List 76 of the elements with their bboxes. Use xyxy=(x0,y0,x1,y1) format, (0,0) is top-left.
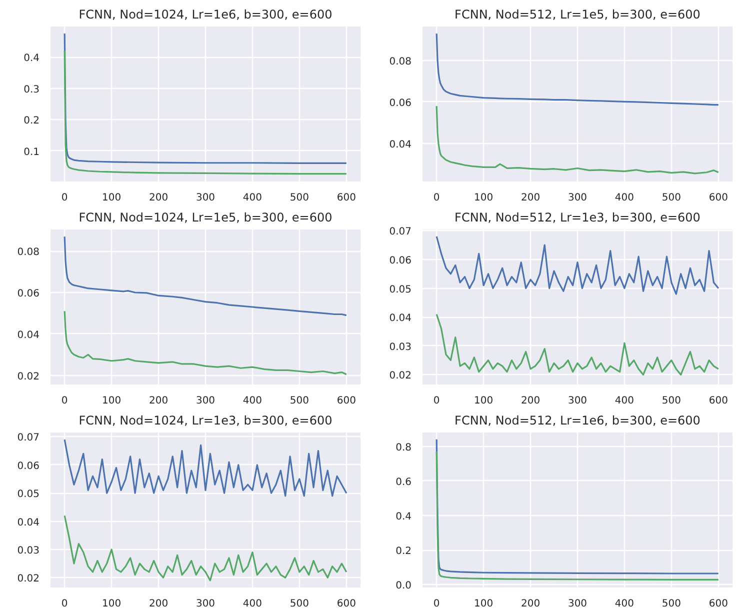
x-tick-label: 0 xyxy=(433,598,440,610)
x-tick-label: 100 xyxy=(474,598,494,610)
y-tick-label: 0.3 xyxy=(24,84,40,96)
x-tick-label: 200 xyxy=(148,192,168,204)
x-tick-label: 100 xyxy=(474,396,494,406)
x-tick-label: 200 xyxy=(148,598,168,610)
x-tick-label: 600 xyxy=(708,598,728,610)
y-tick-label: 0.04 xyxy=(389,313,412,324)
x-tick-label: 0 xyxy=(433,396,440,406)
x-tick-label: 400 xyxy=(242,396,262,406)
y-tick-label: 0.07 xyxy=(17,432,40,444)
x-tick-label: 600 xyxy=(336,598,356,610)
x-tick-label: 500 xyxy=(290,192,309,204)
x-tick-label: 400 xyxy=(614,598,634,610)
y-tick-label: 0.08 xyxy=(389,56,412,68)
y-tick-label: 0.05 xyxy=(17,489,40,500)
y-tick-label: 0.06 xyxy=(389,255,412,266)
y-tick-label: 0.06 xyxy=(17,288,40,300)
x-tick-label: 300 xyxy=(568,598,588,610)
y-tick-label: 0.02 xyxy=(17,574,40,585)
y-tick-label: 0.2 xyxy=(24,116,40,127)
y-tick-label: 0.6 xyxy=(396,476,412,488)
y-tick-label: 0.4 xyxy=(396,512,412,523)
y-tick-label: 0.02 xyxy=(17,371,40,382)
y-tick-label: 0.03 xyxy=(389,342,412,353)
x-tick-label: 100 xyxy=(102,192,122,204)
y-tick-label: 0.05 xyxy=(389,284,412,296)
x-tick-label: 600 xyxy=(336,192,356,204)
y-tick-label: 0.1 xyxy=(24,146,40,158)
chart-title: FCNN, Nod=512, Lr=1e3, b=300, e=600 xyxy=(454,210,700,224)
x-tick-label: 100 xyxy=(474,192,494,204)
x-tick-label: 600 xyxy=(708,192,728,204)
y-tick-label: 0.8 xyxy=(396,442,412,454)
chart-title: FCNN, Nod=1024, Lr=1e5, b=300, e=600 xyxy=(78,210,332,224)
y-tick-label: 0.04 xyxy=(389,139,412,150)
x-tick-label: 300 xyxy=(196,192,216,204)
x-tick-label: 0 xyxy=(61,598,68,610)
x-tick-label: 400 xyxy=(242,192,262,204)
chart-title: FCNN, Nod=512, Lr=1e5, b=300, e=600 xyxy=(454,8,700,22)
x-tick-label: 200 xyxy=(520,598,540,610)
y-tick-label: 0.08 xyxy=(17,247,40,258)
x-tick-label: 400 xyxy=(614,192,634,204)
y-tick-label: 0.02 xyxy=(389,370,412,382)
x-tick-label: 100 xyxy=(102,396,122,406)
chart-title: FCNN, Nod=1024, Lr=1e3, b=300, e=600 xyxy=(78,414,332,428)
x-tick-label: 600 xyxy=(708,396,728,406)
y-tick-label: 0.07 xyxy=(389,226,412,238)
y-tick-label: 0.04 xyxy=(17,517,40,528)
x-tick-label: 300 xyxy=(568,396,588,406)
x-tick-label: 300 xyxy=(568,192,588,204)
x-tick-label: 500 xyxy=(290,396,309,406)
x-tick-label: 0 xyxy=(61,192,68,204)
x-tick-label: 200 xyxy=(520,192,540,204)
y-tick-label: 0.06 xyxy=(389,98,412,109)
x-tick-label: 100 xyxy=(102,598,122,610)
chart-title: FCNN, Nod=512, Lr=1e6, b=300, e=600 xyxy=(454,414,700,428)
y-tick-label: 0.2 xyxy=(396,546,412,558)
x-tick-label: 500 xyxy=(662,598,681,610)
x-tick-label: 200 xyxy=(148,396,168,406)
y-tick-label: 0.4 xyxy=(24,53,40,64)
x-tick-label: 400 xyxy=(614,396,634,406)
y-tick-label: 0.03 xyxy=(17,545,40,556)
chart-title: FCNN, Nod=1024, Lr=1e6, b=300, e=600 xyxy=(78,8,332,22)
x-tick-label: 500 xyxy=(662,192,681,204)
x-tick-label: 300 xyxy=(196,598,216,610)
x-tick-label: 600 xyxy=(336,396,356,406)
x-tick-label: 500 xyxy=(662,396,681,406)
x-tick-label: 0 xyxy=(61,396,68,406)
x-tick-label: 400 xyxy=(242,598,262,610)
y-tick-label: 0.04 xyxy=(17,330,40,341)
x-tick-label: 300 xyxy=(196,396,216,406)
y-tick-label: 0.0 xyxy=(396,580,412,592)
x-tick-label: 200 xyxy=(520,396,540,406)
x-tick-label: 500 xyxy=(290,598,309,610)
x-tick-label: 0 xyxy=(433,192,440,204)
y-tick-label: 0.06 xyxy=(17,460,40,472)
